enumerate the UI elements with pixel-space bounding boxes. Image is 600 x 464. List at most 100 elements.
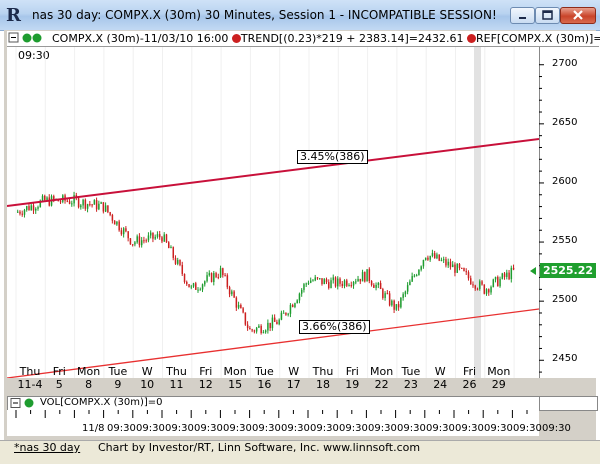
candle-body <box>294 303 296 308</box>
candle-body <box>404 291 407 295</box>
candle-body <box>134 242 136 245</box>
candle-body <box>177 259 179 264</box>
candle-body <box>255 327 258 332</box>
time-axis-ticks <box>15 410 528 418</box>
candle-body <box>122 228 125 235</box>
candle-body <box>463 268 465 272</box>
time-axis <box>7 410 539 436</box>
candle-body <box>375 284 377 288</box>
time-label: 09:30 <box>165 423 194 434</box>
candle-body <box>199 289 202 291</box>
candle-body <box>442 259 445 261</box>
time-label: 09:30 <box>223 423 252 434</box>
session-band <box>474 47 481 378</box>
candle-body <box>346 280 348 286</box>
price-chart[interactable] <box>7 47 539 378</box>
maximize-button[interactable] <box>535 7 560 24</box>
date-dow-label: W <box>434 365 446 378</box>
candle-body <box>409 281 411 286</box>
date-day-label: 18 <box>316 378 330 391</box>
trend-text: TREND[(0.23)*219 + 2383.14]=2432.61 <box>240 32 464 45</box>
candle-body <box>287 313 289 315</box>
candle-body <box>246 324 249 328</box>
time-label: 09:30 <box>136 423 165 434</box>
minimize-button[interactable] <box>510 7 535 24</box>
candle-body <box>485 289 488 294</box>
candle-body <box>303 284 305 290</box>
candle-body <box>393 300 395 310</box>
candle-body <box>440 259 443 261</box>
candle-body <box>147 235 150 241</box>
candle-body <box>355 281 357 283</box>
candle-body <box>30 205 33 211</box>
candle-body <box>219 268 222 277</box>
candle-body <box>418 269 420 276</box>
candle-body <box>438 254 440 261</box>
candle-body <box>26 206 28 210</box>
candle-body <box>264 330 267 333</box>
candle-body <box>467 272 470 279</box>
candle-body <box>492 279 495 287</box>
price-tick-label: 2450 <box>552 353 578 365</box>
status-bar <box>0 440 600 464</box>
candle-body <box>406 285 409 292</box>
candle-body <box>228 287 231 295</box>
candle-body <box>497 276 499 287</box>
candle-body <box>341 283 344 287</box>
candle-body <box>28 206 30 211</box>
candle-body <box>138 236 141 246</box>
date-dow-label: W <box>288 365 300 378</box>
candle-body <box>494 276 497 280</box>
candle-body <box>413 275 416 277</box>
price-tick-label: 2550 <box>552 235 578 247</box>
chart-tab[interactable]: *nas 30 day <box>14 441 81 454</box>
candle-body <box>240 304 242 309</box>
candle-body <box>39 200 42 208</box>
candle-body <box>59 201 62 203</box>
candle-body <box>217 276 220 278</box>
time-label: 09:30 <box>107 423 136 434</box>
footer-credit: Chart by Investor/RT, Linn Software, Inc… <box>98 441 421 454</box>
red-dot-icon <box>231 34 241 43</box>
date-day-label: 19 <box>345 378 360 391</box>
volume-icons <box>10 398 34 408</box>
candle-body <box>226 275 229 288</box>
candle-body <box>104 205 107 212</box>
candle-body <box>208 273 211 276</box>
candle-body <box>488 289 490 293</box>
candle-body <box>235 297 238 308</box>
candle-body <box>168 242 170 249</box>
close-button[interactable] <box>560 7 596 24</box>
candle-body <box>499 278 501 287</box>
candle-body <box>35 208 37 211</box>
candle-body <box>300 289 303 294</box>
candle-body <box>481 281 483 285</box>
candle-body <box>388 293 391 306</box>
candle-body <box>456 263 458 273</box>
date-day-label: 11-4 <box>17 378 43 391</box>
price-tick-label: 2650 <box>552 116 578 128</box>
candle-body <box>273 317 276 322</box>
candle-body <box>379 283 382 290</box>
candle-body <box>429 255 431 260</box>
candle-body <box>183 273 186 282</box>
candle-body <box>307 282 310 284</box>
volume-label: VOL[COMPX.X (30m)]=0 <box>40 397 163 408</box>
date-dow-label: Tue <box>254 365 274 378</box>
candle-body <box>73 195 75 204</box>
candle-body <box>400 297 402 308</box>
candle-body <box>140 240 143 246</box>
lower-trend-label[interactable]: 3.66%(386) <box>299 320 370 334</box>
upper-trend-label[interactable]: 3.45%(386) <box>297 150 368 164</box>
candle-body <box>458 263 461 268</box>
candle-body <box>154 236 156 239</box>
candle-body <box>370 281 373 285</box>
candle-body <box>84 199 87 209</box>
candle-body <box>267 322 269 331</box>
candle-body <box>23 209 26 215</box>
candle-body <box>192 283 195 287</box>
app-logo-icon[interactable]: R <box>6 5 21 26</box>
candle-body <box>111 214 114 221</box>
candle-body <box>382 289 384 298</box>
candle-body <box>364 272 366 282</box>
